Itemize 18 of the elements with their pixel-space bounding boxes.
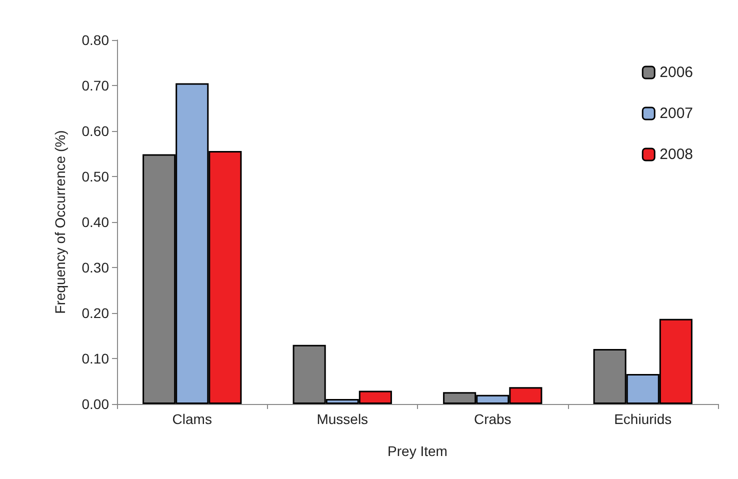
y-tick-label: 0.10	[82, 350, 110, 366]
y-tick-label: 0.60	[82, 123, 110, 139]
x-tick-label: Crabs	[474, 411, 512, 427]
x-tick-label: Mussels	[316, 411, 368, 427]
y-tick-label: 0.30	[82, 260, 110, 276]
x-tick-label: Echiurids	[614, 411, 672, 427]
legend-label: 2008	[660, 146, 694, 163]
y-tick-label: 0.80	[82, 32, 110, 48]
y-tick-label: 0.40	[82, 214, 110, 230]
x-tick-label: Clams	[172, 411, 212, 427]
y-tick-label: 0.20	[82, 305, 110, 321]
y-tick-label: 0.70	[82, 78, 110, 94]
y-axis-title: Frequency of Occurrence (%)	[52, 130, 68, 314]
y-tick-label: 0.00	[82, 396, 110, 412]
legend-label: 2006	[660, 64, 694, 81]
x-axis-title: Prey Item	[388, 443, 448, 459]
legend-label: 2007	[660, 105, 694, 122]
y-tick-label: 0.50	[82, 168, 110, 184]
